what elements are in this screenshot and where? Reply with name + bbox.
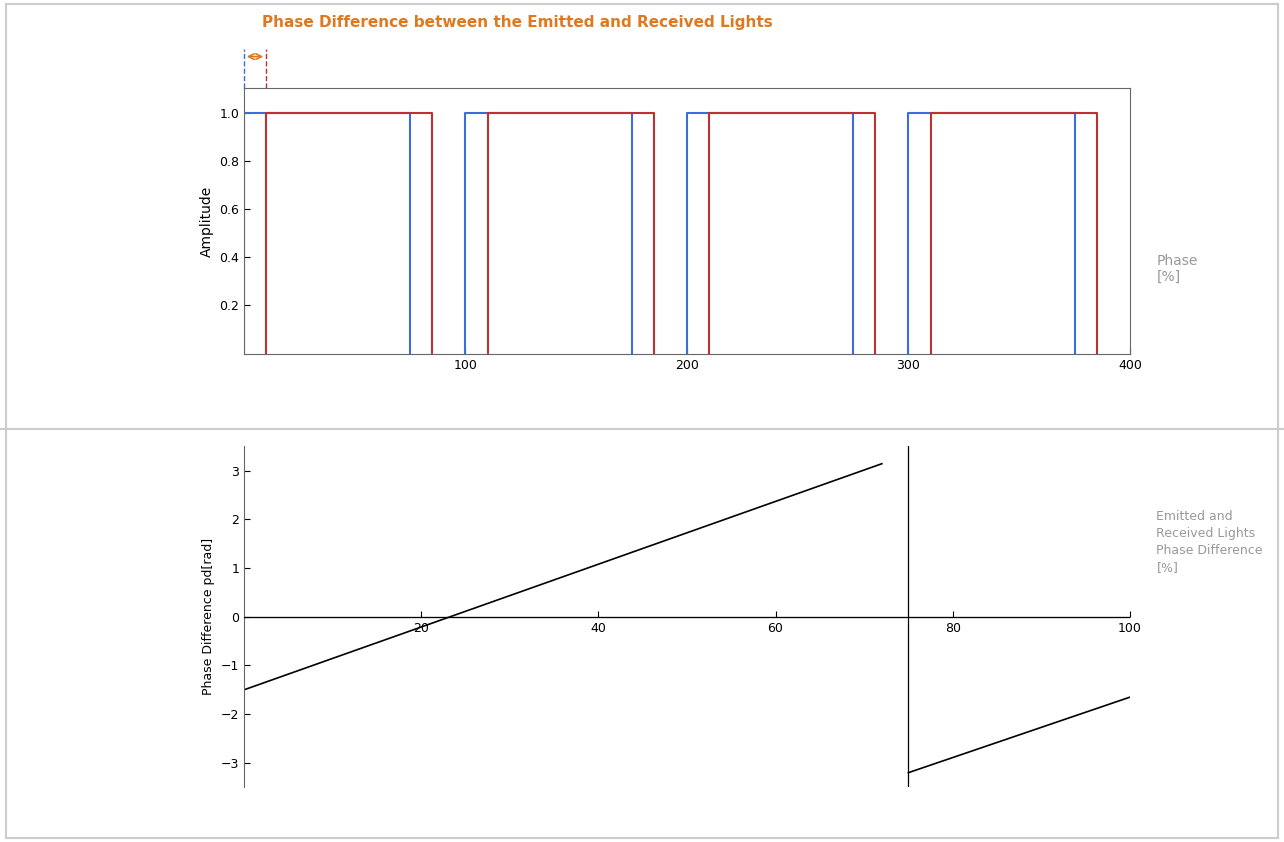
Text: Rectangular Wave: Rectangular Wave <box>485 17 799 46</box>
Text: Phase
[%]: Phase [%] <box>1157 253 1198 284</box>
Text: Phase Difference between the Emitted and Received Lights: Phase Difference between the Emitted and… <box>262 15 773 30</box>
Text: Emitted and
Received Lights
Phase Difference
[%]: Emitted and Received Lights Phase Differ… <box>1157 509 1263 573</box>
Text: Emitted and
Received Lights: Emitted and Received Lights <box>62 166 105 327</box>
Text: Phase
Difference: Phase Difference <box>62 561 105 666</box>
Y-axis label: Amplitude: Amplitude <box>199 185 213 257</box>
Text: pd: pd <box>74 717 92 742</box>
Y-axis label: Phase Difference pd[rad]: Phase Difference pd[rad] <box>202 538 216 695</box>
